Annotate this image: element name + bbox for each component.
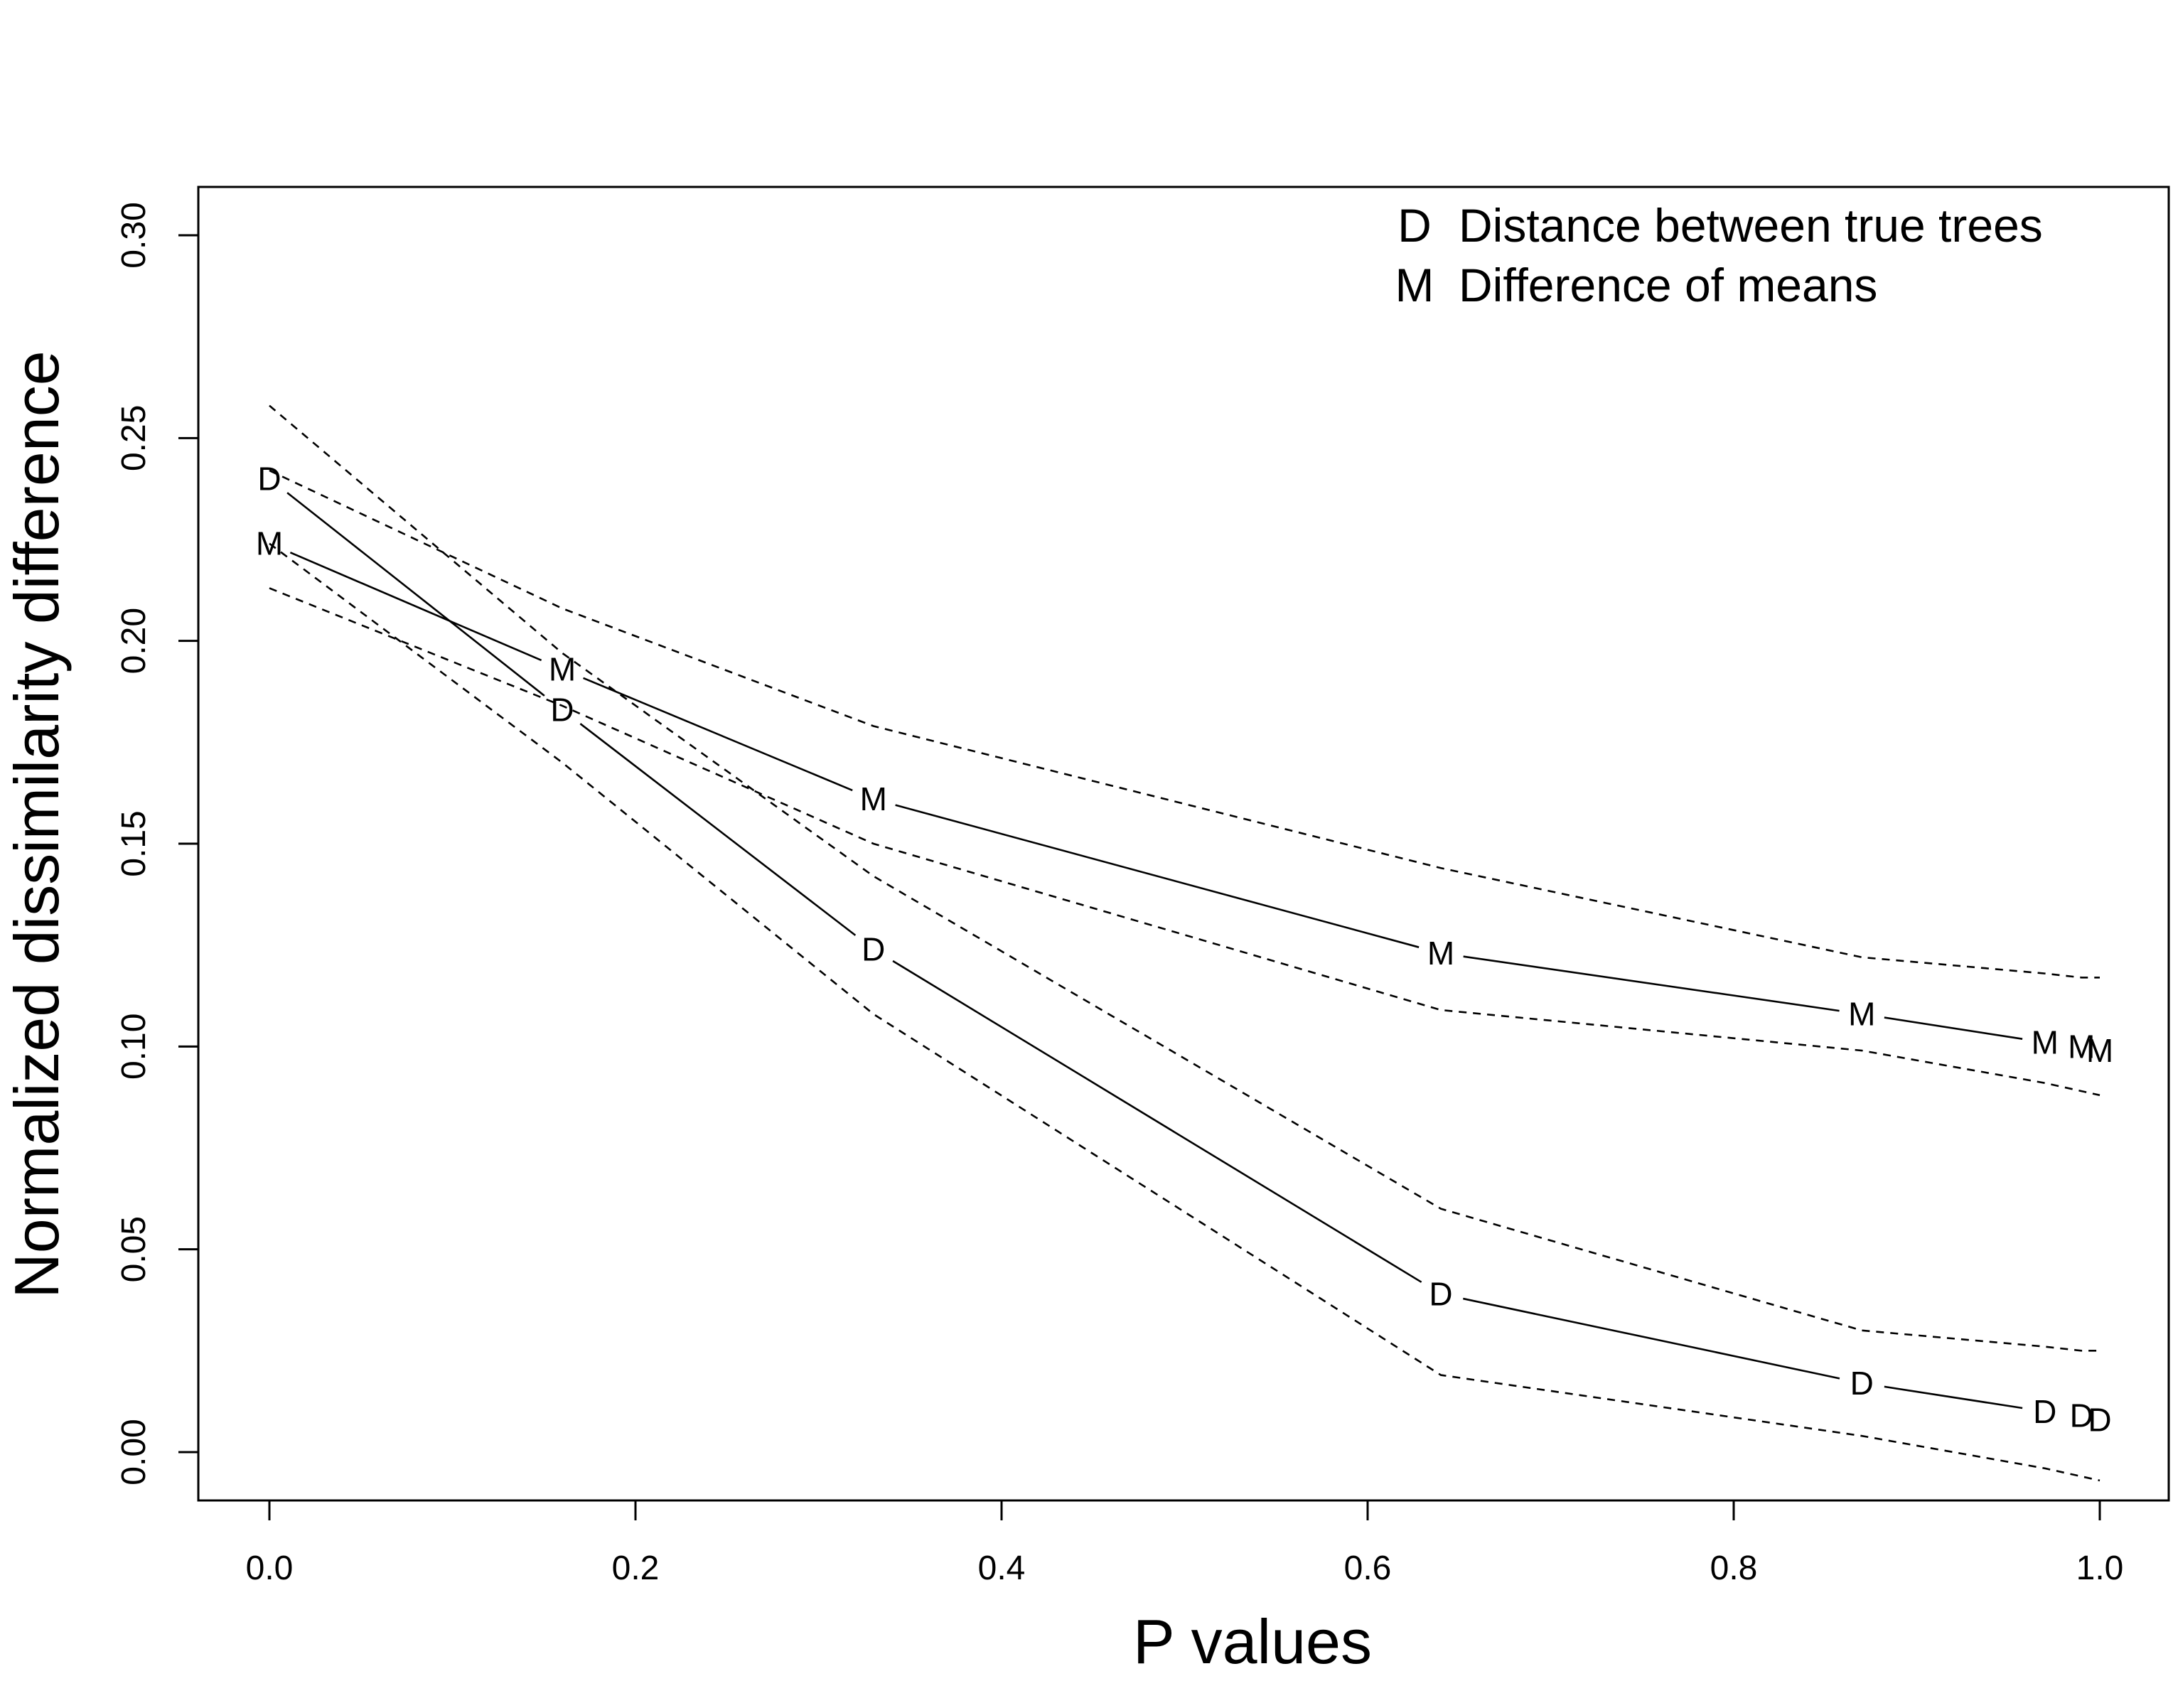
series-segment-m — [289, 552, 542, 662]
point-m-6: M — [2068, 1028, 2095, 1065]
series-segment-m — [583, 677, 853, 792]
point-d-7: D — [2088, 1401, 2111, 1438]
series-lines — [286, 492, 2023, 1409]
point-m-4: M — [1848, 996, 1875, 1033]
legend-label-distance: Distance between true trees — [1459, 199, 2043, 252]
legend-symbol-d: D — [1397, 199, 1432, 252]
point-m-3: M — [1427, 935, 1454, 972]
point-d-2: D — [862, 930, 885, 967]
x-tick-label: 0.8 — [1710, 1549, 1758, 1587]
series-segment-m — [1884, 1016, 2023, 1041]
x-axis: 0.0 0.2 0.4 0.6 0.8 1.0 — [246, 1499, 2124, 1587]
lower-band-m — [269, 587, 2100, 1097]
y-axis: 0.00 0.05 0.10 0.15 0.20 0.25 0.30 — [115, 202, 200, 1486]
y-tick-label: 0.20 — [115, 608, 153, 674]
point-m-1: M — [549, 651, 576, 688]
upper-band-m — [269, 469, 2100, 979]
point-m-0: M — [256, 525, 283, 562]
x-tick-label: 1.0 — [2076, 1549, 2124, 1587]
y-axis-title: Normalized dissimilarity difference — [1, 350, 72, 1299]
point-d-4: D — [1850, 1365, 1874, 1402]
y-tick-label: 0.00 — [115, 1419, 153, 1485]
y-tick-label: 0.15 — [115, 810, 153, 876]
y-tick-label: 0.05 — [115, 1216, 153, 1282]
x-tick-label: 0.6 — [1344, 1549, 1392, 1587]
y-tick-label: 0.10 — [115, 1014, 153, 1080]
upper-band-d — [269, 404, 2100, 1352]
series-segment-m — [1463, 955, 1840, 1012]
point-d-5: D — [2033, 1393, 2056, 1430]
point-m-5: M — [2032, 1024, 2059, 1061]
legend-symbol-m: M — [1395, 259, 1434, 311]
series-segment-m — [895, 804, 1420, 948]
x-tick-label: 0.4 — [978, 1549, 1026, 1587]
series-segment-d — [892, 960, 1422, 1283]
legend-label-means: Difference of means — [1459, 259, 1877, 311]
y-tick-label: 0.30 — [115, 202, 153, 268]
point-m-7: M — [2086, 1032, 2113, 1069]
y-tick-label: 0.25 — [115, 405, 153, 471]
point-d-1: D — [550, 692, 574, 729]
x-tick-label: 0.2 — [612, 1549, 660, 1587]
confidence-bands — [269, 404, 2100, 1482]
series-segment-d — [579, 723, 857, 936]
legend: D Distance between true trees M Differen… — [1395, 199, 2043, 311]
series-segment-d — [1463, 1297, 1840, 1380]
series-segment-d — [1884, 1385, 2023, 1409]
x-axis-title: P values — [1133, 1606, 1372, 1677]
x-tick-label: 0.0 — [246, 1549, 294, 1587]
point-d-3: D — [1429, 1275, 1452, 1312]
series-segment-d — [286, 492, 545, 697]
lower-band-d — [269, 542, 2100, 1482]
point-d-6: D — [2070, 1397, 2093, 1434]
plot-frame — [197, 186, 2170, 1502]
point-m-2: M — [860, 780, 887, 817]
point-d-0: D — [257, 460, 281, 497]
